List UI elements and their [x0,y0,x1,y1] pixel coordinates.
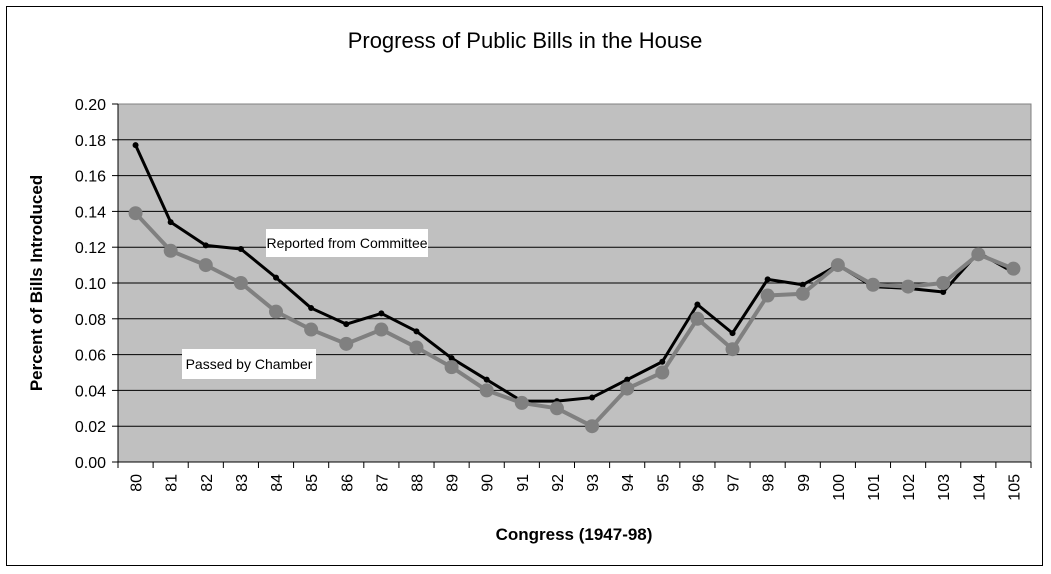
data-point [549,401,564,416]
data-point [694,301,701,308]
axes: 0.00 0.02 0.04 0.06 0.08 0.10 0.12 0.14 0.16 0.18… [75,97,1032,501]
data-point [764,276,771,283]
series-label: Passed by Chamber [186,356,313,372]
y-tick-label: 0.02 [75,419,106,436]
x-tick-label: 90 [480,474,497,492]
data-point [128,206,143,221]
data-point [163,243,178,258]
data-point [690,311,705,326]
data-point [304,322,319,337]
x-tick-label: 89 [445,474,462,492]
chart-title: Progress of Public Bills in the House [348,28,703,53]
data-point [202,242,209,249]
series-label: Reported from Committee [266,235,427,251]
data-point [725,342,740,357]
data-point [795,286,810,301]
series-label-box [266,229,428,257]
data-point [585,419,600,434]
data-point [132,142,139,149]
y-tick-label: 0.06 [75,348,106,365]
y-tick-label: 0.14 [75,204,106,221]
x-tick-label: 100 [831,474,848,501]
y-axis-title: Percent of Bills Introduced [27,175,46,391]
data-point [269,304,284,319]
data-point [378,310,385,317]
series-label-box [182,349,316,379]
y-tick-label: 0.10 [75,276,106,293]
x-tick-label: 105 [1006,474,1023,501]
data-point [589,394,596,401]
data-point [901,279,916,294]
data-point [830,258,845,273]
x-tick-label: 92 [550,474,567,492]
x-tick-label: 98 [761,474,778,492]
series-layer [128,142,1021,434]
data-point [444,360,459,375]
data-point [198,258,213,273]
data-point [624,376,631,383]
x-axis-title: Congress (1947-98) [496,525,653,544]
data-point [940,288,947,295]
data-point [167,219,174,226]
data-point [343,321,350,328]
y-tick-label: 0.08 [75,312,106,329]
series-labels: Reported from Committee Passed by Chamber [182,229,428,379]
x-tick-label: 93 [585,474,602,492]
data-point [514,395,529,410]
data-point [479,383,494,398]
x-tick-label: 84 [269,474,286,492]
x-tick-label: 85 [304,474,321,492]
data-point [483,376,490,383]
data-point [448,355,455,362]
x-tick-label: 86 [339,474,356,492]
data-point [339,336,354,351]
data-point [308,305,315,312]
data-point [659,358,666,365]
y-tick-label: 0.04 [75,383,106,400]
x-tick-label: 95 [655,474,672,492]
data-point [409,340,424,355]
data-point [865,277,880,292]
data-point [273,274,280,281]
y-tick-label: 0.20 [75,97,106,114]
data-point [799,281,806,288]
x-tick-label: 103 [936,474,953,501]
data-point [936,276,951,290]
data-point [971,247,986,262]
y-tick-label: 0.12 [75,240,106,257]
x-tick-label: 87 [374,474,391,492]
data-point [620,381,635,396]
x-tick-label: 88 [409,474,426,492]
data-point [760,288,775,303]
data-point [237,245,244,252]
data-point [413,328,420,335]
x-tick-label: 104 [971,474,988,501]
data-point [1006,261,1021,276]
data-point [374,322,389,337]
x-tick-label: 97 [726,474,743,492]
x-tick-label: 80 [129,474,146,492]
y-tick-label: 0.00 [75,455,106,472]
x-tick-label: 102 [901,474,918,501]
x-tick-label: 82 [199,474,216,492]
y-tick-label: 0.18 [75,133,106,150]
x-tick-label: 83 [234,474,251,492]
x-tick-label: 94 [620,474,637,492]
x-tick-label: 96 [690,474,707,492]
y-tick-label: 0.16 [75,169,106,186]
data-point [233,276,248,290]
x-tick-label: 81 [164,474,181,492]
data-point [655,365,670,380]
x-tick-label: 101 [866,474,883,501]
x-tick-label: 91 [515,474,532,492]
x-tick-label: 99 [796,474,813,492]
data-point [729,330,736,337]
